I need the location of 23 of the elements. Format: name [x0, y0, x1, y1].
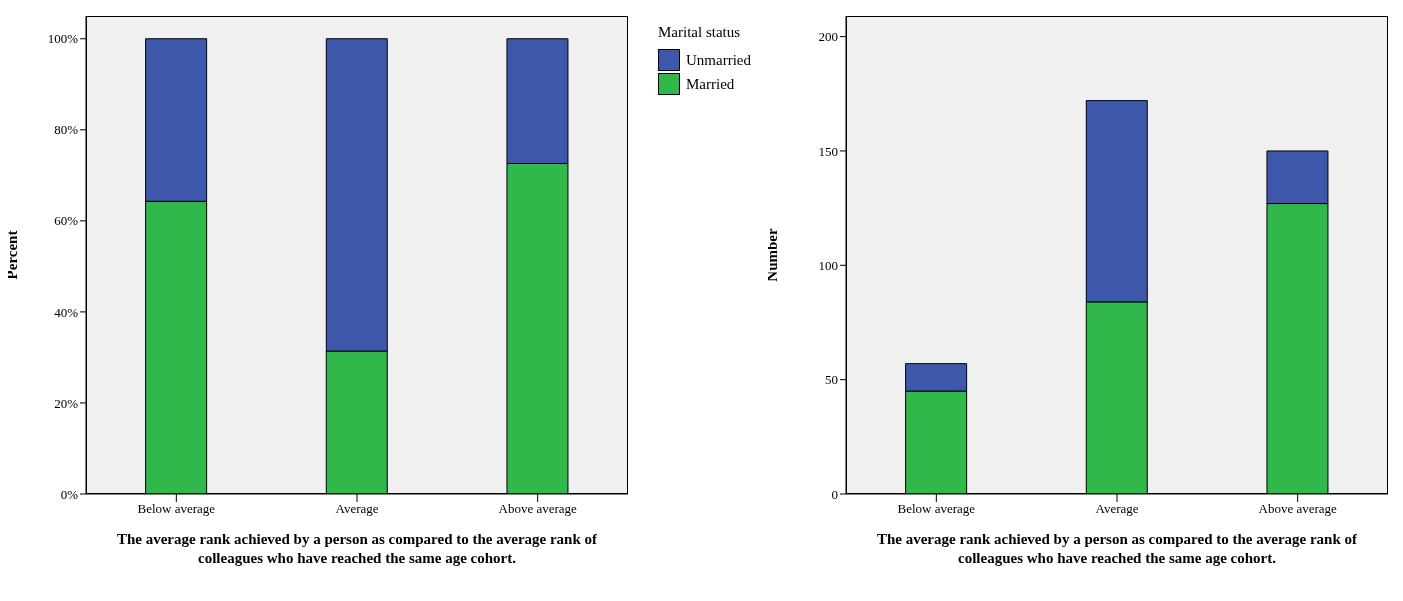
legend-label: Unmarried — [686, 51, 751, 69]
y-tick-label: 50 — [825, 372, 838, 388]
x-axis-title: The average rank achieved by a person as compared to the average rank of colleagues who have reached the same age cohort. — [115, 530, 599, 568]
y-tick-label: 200 — [818, 29, 838, 45]
y-tick-label: 40% — [54, 304, 79, 320]
y-tick-label: 100% — [47, 31, 79, 47]
legend-label: Married — [686, 75, 735, 93]
x-tick-label: Above average — [1258, 501, 1338, 517]
x-tick-label: Average — [1095, 501, 1139, 517]
x-tick-label: Above average — [498, 501, 578, 517]
x-tick-label: Below average — [897, 501, 976, 517]
y-tick-label: 60% — [54, 213, 79, 229]
y-tick-label: 80% — [54, 122, 79, 138]
x-axis-title: The average rank achieved by a person as compared to the average rank of colleagues who have reached the same age cohort. — [875, 530, 1359, 568]
y-tick-label: 0% — [60, 486, 79, 502]
y-tick-label: 20% — [54, 395, 79, 411]
y-axis-title: Percent — [4, 230, 21, 280]
y-tick-label: 0 — [831, 486, 838, 502]
legend-title: Marital status — [658, 24, 742, 41]
x-tick-label: Below average — [137, 501, 216, 517]
y-tick-label: 100 — [818, 257, 838, 273]
x-tick-label: Average — [335, 501, 379, 517]
y-tick-label: 150 — [818, 143, 838, 159]
